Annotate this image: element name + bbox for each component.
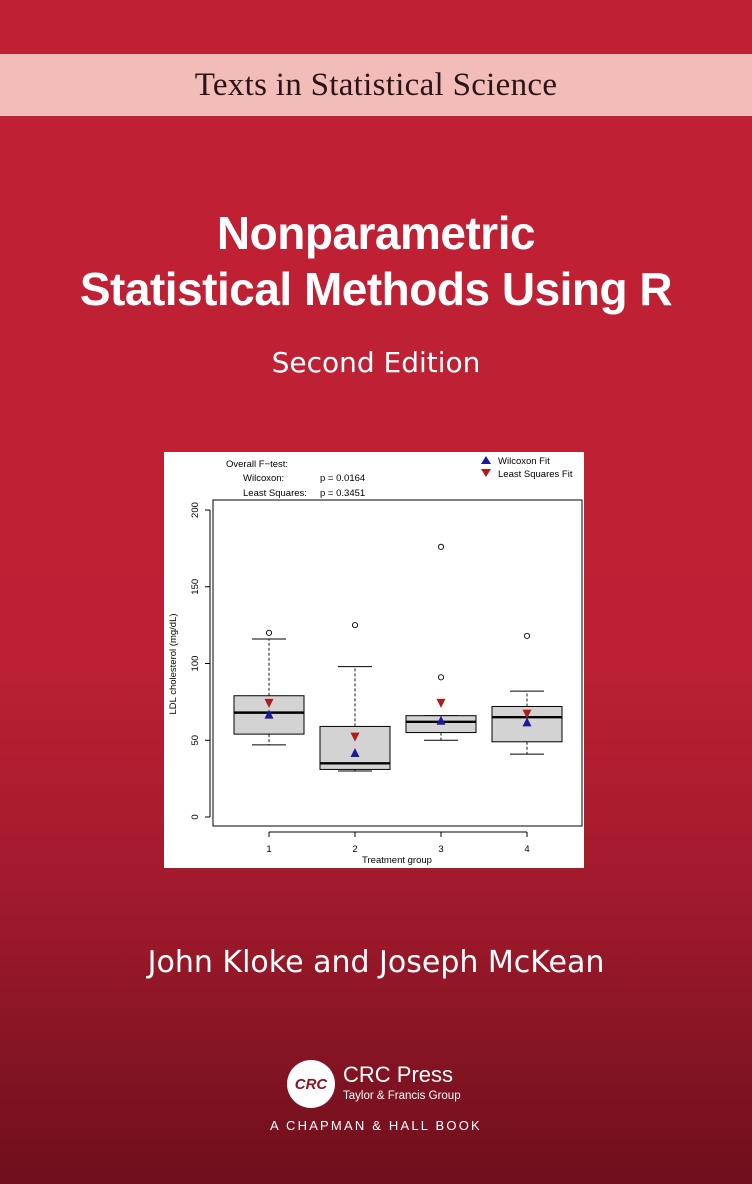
- y-tick-label-50: 50: [190, 735, 201, 746]
- legend-wilcoxon-label: Wilcoxon Fit: [498, 456, 550, 467]
- publisher-name: CRC Press: [343, 1062, 454, 1087]
- plot-area: 0 50 100 150 200 1 2 3 4: [190, 499, 583, 855]
- legend: Wilcoxon Fit Least Squares Fit: [481, 456, 573, 480]
- book-title-line-1: Nonparametric: [216, 207, 536, 259]
- wilcoxon-fit-marker-1: [264, 709, 274, 719]
- y-tick-label-150: 150: [190, 579, 201, 595]
- x-tick-label-3: 3: [438, 844, 443, 855]
- outlier-4-0: [523, 632, 531, 639]
- annotation-ls-label: Least Squares:: [243, 488, 307, 499]
- annotation-heading: Overall F−test:: [226, 459, 288, 470]
- book-title: Nonparametric Statistical Methods Using …: [0, 205, 752, 317]
- y-tick-label-100: 100: [190, 656, 201, 672]
- chart-canvas: Overall F−test: Wilcoxon: p = 0.0164 Lea…: [168, 456, 583, 866]
- outlier-1-0: [265, 629, 273, 636]
- book-title-line-2: Statistical Methods Using R: [79, 263, 673, 315]
- outlier-3-1: [437, 543, 445, 550]
- y-tick-label-200: 200: [190, 502, 201, 518]
- legend-wilcoxon-marker: [481, 456, 491, 464]
- crc-logo-text: CRC: [294, 1075, 328, 1093]
- wilcoxon-fit-marker-3: [436, 715, 446, 725]
- x-axis-label: Treatment group: [362, 855, 432, 866]
- crc-logo-icon: CRC: [287, 1060, 335, 1108]
- edition-label: Second Edition: [271, 346, 481, 379]
- ls-fit-marker-3: [436, 698, 446, 708]
- imprint-line: A CHAPMAN & HALL BOOK: [270, 1118, 482, 1133]
- annotation-wilcoxon-value: p = 0.0164: [320, 473, 365, 484]
- ls-fit-marker-2: [350, 732, 360, 742]
- x-tick-label-1: 1: [266, 844, 271, 855]
- plot-frame: [212, 499, 583, 827]
- authors: John Kloke and Joseph McKean: [147, 945, 605, 980]
- publisher-group: Taylor & Francis Group: [343, 1090, 461, 1102]
- ls-fit-marker-4: [522, 709, 532, 719]
- x-tick-label-2: 2: [352, 844, 357, 855]
- annotation-wilcoxon-label: Wilcoxon:: [243, 473, 284, 484]
- wilcoxon-fit-marker-4: [522, 717, 532, 727]
- annotation-ls-value: p = 0.3451: [320, 488, 365, 499]
- y-tick-label-0: 0: [190, 814, 201, 819]
- wilcoxon-fit-marker-2: [350, 748, 360, 758]
- legend-ls-label: Least Squares Fit: [498, 469, 573, 480]
- boxplot-chart: Overall F−test: Wilcoxon: p = 0.0164 Lea…: [164, 452, 584, 868]
- annotation-block: Overall F−test: Wilcoxon: p = 0.0164 Lea…: [226, 459, 365, 499]
- y-axis-label: LDL cholesterol (mg/dL): [168, 613, 179, 714]
- series-band: Texts in Statistical Science: [0, 54, 752, 116]
- legend-ls-marker: [481, 469, 491, 477]
- outlier-3-0: [437, 674, 445, 681]
- x-tick-label-4: 4: [524, 844, 529, 855]
- series-title: Texts in Statistical Science: [194, 66, 558, 103]
- outlier-2-0: [351, 622, 359, 629]
- ls-fit-marker-1: [264, 698, 274, 708]
